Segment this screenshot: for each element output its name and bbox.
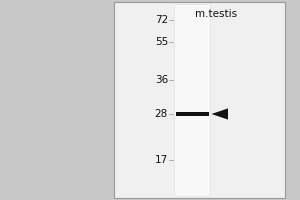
Text: 28: 28 bbox=[155, 109, 168, 119]
Text: 36: 36 bbox=[155, 75, 168, 85]
Text: 17: 17 bbox=[155, 155, 168, 165]
Bar bbox=[176, 112, 208, 116]
Text: 55: 55 bbox=[155, 37, 168, 47]
Text: 72: 72 bbox=[155, 15, 168, 25]
Polygon shape bbox=[212, 108, 228, 120]
Text: m.testis: m.testis bbox=[195, 9, 237, 19]
Bar bbox=[114, 2, 285, 198]
Bar bbox=[174, 4, 210, 196]
